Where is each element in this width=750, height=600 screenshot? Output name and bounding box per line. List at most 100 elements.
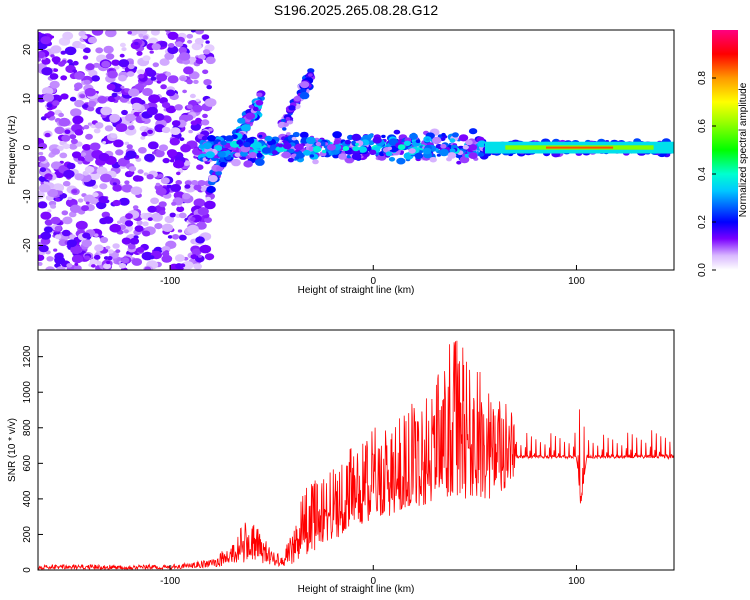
band-blob	[351, 133, 362, 141]
colorbar-tick-label: 0.2	[697, 215, 708, 229]
noise-blob	[62, 180, 71, 187]
noise-blob	[74, 72, 85, 80]
spectrogram-xtick-label: -100	[160, 276, 180, 287]
noise-blob	[175, 41, 184, 48]
band-blob	[459, 156, 470, 164]
spectrogram-ylabel: Frequency (Hz)	[7, 116, 18, 185]
noise-blob	[103, 45, 114, 54]
noise-blob	[96, 261, 102, 266]
noise-blob	[142, 35, 149, 40]
noise-blob	[201, 34, 210, 40]
noise-blob	[190, 254, 198, 260]
noise-blob	[151, 43, 161, 51]
noise-blob	[60, 50, 67, 55]
noise-blob	[44, 226, 53, 233]
band-blob	[231, 158, 241, 167]
spectrogram-ytick-label: 20	[22, 44, 33, 56]
band-blob	[465, 139, 473, 146]
band-blob	[225, 150, 231, 155]
noise-blob	[169, 212, 176, 218]
noise-blob	[115, 149, 124, 156]
noise-blob	[84, 87, 97, 97]
noise-blob	[38, 183, 51, 193]
noise-blob	[49, 73, 59, 80]
noise-blob	[177, 229, 183, 233]
noise-blob	[85, 63, 95, 71]
band-blob	[449, 148, 456, 153]
band-blob	[436, 153, 441, 157]
noise-blob	[96, 201, 107, 210]
noise-blob	[118, 59, 130, 68]
noise-blob	[117, 220, 122, 224]
noise-blob	[165, 71, 172, 77]
branch-1-blob	[208, 175, 218, 183]
noise-blob	[205, 40, 210, 44]
noise-blob	[58, 117, 71, 127]
noise-blob	[106, 260, 111, 265]
noise-blob	[112, 243, 120, 249]
noise-blob	[100, 173, 112, 183]
noise-blob	[174, 104, 183, 111]
noise-blob	[67, 59, 73, 64]
noise-blob	[152, 151, 157, 155]
noise-blob	[127, 63, 135, 70]
noise-blob	[167, 235, 173, 239]
noise-blob	[158, 201, 167, 208]
noise-blob	[193, 184, 202, 191]
noise-blob	[159, 58, 170, 66]
noise-blob	[186, 104, 193, 110]
noise-blob	[71, 254, 84, 264]
noise-blob	[175, 180, 182, 185]
noise-blob	[80, 94, 86, 99]
noise-blob	[118, 262, 127, 269]
band-blob	[381, 134, 386, 139]
snr-frame	[37, 329, 675, 571]
band-blob	[432, 136, 442, 144]
noise-blob	[106, 83, 116, 91]
noise-blob	[47, 209, 52, 213]
band-blob	[278, 143, 284, 148]
noise-blob	[162, 102, 171, 109]
noise-blob	[138, 147, 147, 154]
branch-1-blob	[237, 117, 246, 124]
branch-2-blob	[280, 118, 286, 123]
band-blob	[468, 144, 478, 151]
noise-blob	[110, 133, 118, 139]
noise-blob	[47, 111, 55, 117]
noise-blob	[195, 236, 205, 244]
noise-blob	[98, 153, 110, 162]
branch-1-blob	[240, 124, 251, 132]
noise-blob	[95, 47, 104, 54]
colorbar-tick-label: 0.4	[697, 167, 708, 181]
branch-2-blob	[283, 122, 289, 127]
band-blob	[264, 135, 273, 142]
noise-blob	[183, 66, 194, 75]
noise-blob	[173, 160, 185, 169]
noise-blob	[190, 120, 198, 126]
noise-blob	[47, 188, 59, 198]
snr-xtick-label: 0	[370, 576, 376, 587]
noise-blob	[127, 243, 136, 250]
band-blob	[351, 153, 362, 161]
noise-blob	[120, 85, 125, 89]
noise-blob	[202, 113, 208, 119]
noise-blob	[49, 80, 60, 89]
band-blob	[354, 142, 359, 146]
band-blob	[439, 148, 449, 157]
noise-blob	[48, 153, 55, 158]
noise-blob	[82, 55, 89, 60]
noise-blob	[83, 79, 91, 85]
noise-blob	[104, 125, 114, 132]
noise-blob	[83, 47, 91, 53]
noise-blob	[144, 153, 155, 162]
noise-blob	[142, 88, 153, 96]
band-blob	[281, 151, 291, 159]
noise-blob	[107, 70, 118, 79]
noise-blob	[41, 67, 53, 76]
colorbar-tick-label: 0.0	[697, 263, 708, 277]
noise-blob	[66, 239, 77, 248]
noise-blob	[103, 216, 114, 224]
band-blob	[415, 139, 421, 144]
noise-blob	[138, 74, 145, 79]
noise-blob	[144, 266, 152, 270]
